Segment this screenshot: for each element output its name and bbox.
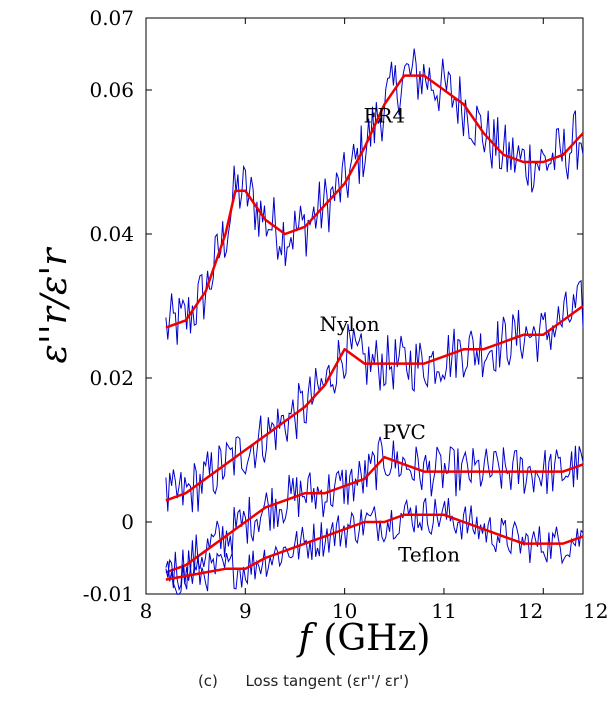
series-label-fr4: FR4 [364, 103, 406, 127]
figure-caption: (c) Loss tangent (εr''/ εr') [0, 672, 607, 690]
x-tick-label: 12 [518, 599, 543, 623]
x-axis-label: f (GHz) [296, 618, 431, 659]
x-tick-label: 9 [239, 599, 252, 623]
y-tick-label: 0.04 [89, 222, 134, 246]
smoothed-trace-pvc [165, 455, 584, 574]
series-label-nylon: Nylon [320, 312, 380, 336]
y-tick-label: -0.01 [83, 582, 134, 606]
smoothed-trace-nylon [165, 304, 584, 502]
plot-area: 8 9 10 11 12 12.4 -0.01 0 0.02 0.04 0.06 0.07 FR4 Nyl… [34, 6, 607, 659]
y-tick-label: 0.06 [89, 78, 134, 102]
raw-trace-pvc [165, 436, 584, 592]
smoothed-trace-teflon [165, 513, 584, 581]
smoothed-trace-fr4 [165, 74, 584, 329]
y-tick-label: 0.02 [89, 366, 134, 390]
y-tick-label: 0 [121, 510, 134, 534]
x-tick-label: 8 [140, 599, 153, 623]
x-tick-label: 10 [332, 599, 357, 623]
loss-tangent-chart: 8 9 10 11 12 12.4 -0.01 0 0.02 0.04 0.06 0.07 FR4 Nyl… [34, 6, 607, 659]
y-tick-label: 0.07 [89, 6, 134, 30]
x-tick-label: 11 [431, 599, 456, 623]
x-tick-label: 12.4 [583, 599, 607, 623]
y-axis-label: ε''r/ε'r [34, 247, 75, 364]
caption-text: Loss tangent (εr''/ εr') [245, 672, 410, 690]
series-label-pvc: PVC [383, 420, 426, 444]
x-axis-label-unit: (GHz) [312, 618, 431, 659]
caption-label: (c) [197, 672, 218, 690]
series-label-teflon: Teflon [398, 543, 460, 567]
raw-trace-fr4 [165, 48, 584, 345]
raw-trace-teflon [165, 497, 584, 595]
